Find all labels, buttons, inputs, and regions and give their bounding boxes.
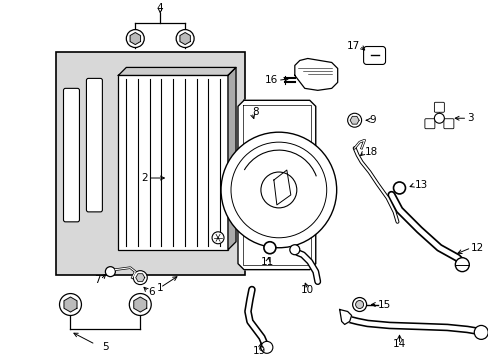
Polygon shape bbox=[339, 310, 351, 324]
FancyBboxPatch shape bbox=[63, 88, 79, 222]
Circle shape bbox=[264, 242, 275, 254]
Text: 15: 15 bbox=[377, 300, 390, 310]
Circle shape bbox=[126, 30, 144, 48]
Text: 13: 13 bbox=[414, 180, 427, 190]
Circle shape bbox=[454, 258, 468, 272]
Polygon shape bbox=[294, 58, 337, 90]
Text: 12: 12 bbox=[470, 243, 484, 253]
Circle shape bbox=[393, 182, 405, 194]
Polygon shape bbox=[64, 297, 77, 312]
Polygon shape bbox=[136, 274, 144, 282]
Text: 1: 1 bbox=[157, 283, 163, 293]
Bar bbox=[56, 53, 244, 275]
Text: 9: 9 bbox=[369, 115, 375, 125]
Text: 17: 17 bbox=[346, 41, 359, 50]
Polygon shape bbox=[130, 32, 140, 45]
Text: 19: 19 bbox=[253, 346, 266, 356]
Circle shape bbox=[289, 245, 299, 255]
Polygon shape bbox=[180, 32, 190, 45]
FancyBboxPatch shape bbox=[443, 119, 453, 129]
Circle shape bbox=[352, 298, 366, 311]
Circle shape bbox=[230, 142, 326, 238]
Text: 11: 11 bbox=[261, 257, 274, 267]
Circle shape bbox=[221, 132, 336, 248]
Circle shape bbox=[261, 172, 296, 208]
FancyBboxPatch shape bbox=[433, 102, 444, 112]
Text: 4: 4 bbox=[157, 3, 163, 13]
Circle shape bbox=[261, 341, 272, 353]
Circle shape bbox=[473, 325, 487, 339]
Text: 7: 7 bbox=[94, 275, 100, 285]
Polygon shape bbox=[238, 100, 315, 270]
Circle shape bbox=[176, 30, 194, 48]
FancyBboxPatch shape bbox=[424, 119, 434, 129]
Text: 5: 5 bbox=[102, 342, 108, 352]
Circle shape bbox=[129, 293, 151, 315]
Text: 3: 3 bbox=[467, 113, 473, 123]
Circle shape bbox=[433, 113, 444, 123]
Text: 18: 18 bbox=[364, 147, 377, 157]
Polygon shape bbox=[118, 67, 236, 75]
FancyBboxPatch shape bbox=[86, 78, 102, 212]
Circle shape bbox=[212, 232, 224, 244]
FancyBboxPatch shape bbox=[363, 46, 385, 64]
Text: 10: 10 bbox=[301, 284, 314, 294]
Text: 14: 14 bbox=[392, 339, 406, 349]
Circle shape bbox=[347, 113, 361, 127]
Bar bbox=[118, 75, 227, 250]
Text: 2: 2 bbox=[142, 173, 148, 183]
Text: 6: 6 bbox=[148, 287, 155, 297]
Text: 8: 8 bbox=[251, 107, 258, 117]
Circle shape bbox=[133, 271, 147, 285]
Polygon shape bbox=[349, 116, 358, 124]
Polygon shape bbox=[134, 297, 146, 312]
Circle shape bbox=[105, 267, 115, 276]
Circle shape bbox=[355, 301, 363, 309]
Circle shape bbox=[60, 293, 81, 315]
Polygon shape bbox=[227, 67, 236, 250]
Text: 16: 16 bbox=[264, 75, 277, 85]
